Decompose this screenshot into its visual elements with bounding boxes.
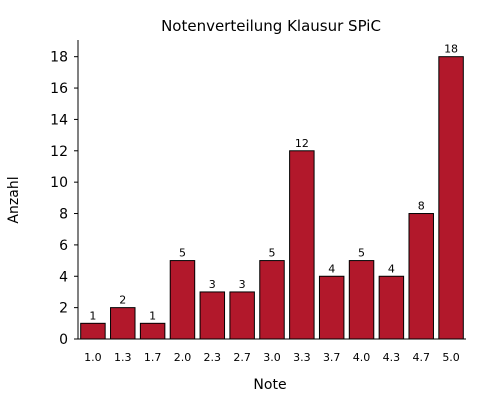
- bar: [139, 322, 166, 340]
- x-axis-label: Note: [253, 377, 286, 393]
- chart-title: Notenverteilung Klausur SPiC: [161, 17, 381, 35]
- x-tick-label: 3.7: [323, 351, 341, 364]
- data-label: 4: [328, 262, 335, 275]
- bar: [289, 150, 315, 340]
- y-tick-label: 14: [50, 112, 68, 128]
- y-tick-label: 16: [50, 81, 68, 97]
- data-label: 1: [149, 309, 156, 322]
- bar: [259, 260, 285, 340]
- data-label: 8: [418, 200, 425, 213]
- data-label: 5: [179, 247, 186, 260]
- bar: [229, 291, 255, 340]
- bar: [378, 275, 405, 340]
- bar: [348, 260, 375, 340]
- y-tick-label: 4: [59, 269, 68, 285]
- x-tick-label: 1.7: [144, 351, 162, 364]
- y-tick-label: 0: [59, 332, 68, 348]
- x-tick-label: 3.0: [263, 351, 281, 364]
- data-label: 18: [444, 43, 458, 56]
- x-tick-label: 1.3: [114, 351, 132, 364]
- bar: [80, 322, 106, 340]
- x-tick-label: 4.3: [383, 351, 401, 364]
- data-label: 2: [119, 294, 126, 307]
- data-label: 4: [388, 262, 395, 275]
- bar: [408, 213, 434, 340]
- y-tick-label: 8: [59, 207, 68, 223]
- bar: [199, 291, 226, 340]
- data-label: 12: [295, 137, 309, 150]
- bar: [438, 56, 464, 340]
- x-tick-label: 5.0: [442, 351, 460, 364]
- data-label: 5: [269, 247, 276, 260]
- x-tick-label: 2.7: [233, 351, 251, 364]
- x-tick-label: 2.0: [174, 351, 192, 364]
- x-tick-label: 4.7: [412, 351, 430, 364]
- data-label: 1: [89, 309, 96, 322]
- y-tick-label: 12: [50, 144, 68, 160]
- y-tick-label: 6: [59, 238, 68, 254]
- data-label: 5: [358, 247, 365, 260]
- x-tick-label: 2.3: [204, 351, 222, 364]
- plot-area: 0 2 4 6 8 10 12 14 16 18 1 1.0 2 1.3 1 1.7 5 2.0 3 2.3 3 2.7 5…: [50, 40, 466, 364]
- bar: [318, 275, 345, 340]
- y-tick-label: 2: [59, 301, 68, 317]
- x-tick-label: 3.3: [293, 351, 311, 364]
- y-axis-label: Anzahl: [6, 176, 22, 223]
- y-tick-label: 18: [50, 50, 68, 66]
- x-tick-label: 4.0: [353, 351, 371, 364]
- data-label: 3: [209, 278, 216, 291]
- x-tick-label: 1.0: [84, 351, 102, 364]
- y-tick-label: 10: [50, 175, 68, 191]
- bar: [110, 307, 136, 340]
- bar: [169, 260, 196, 340]
- data-label: 3: [239, 278, 246, 291]
